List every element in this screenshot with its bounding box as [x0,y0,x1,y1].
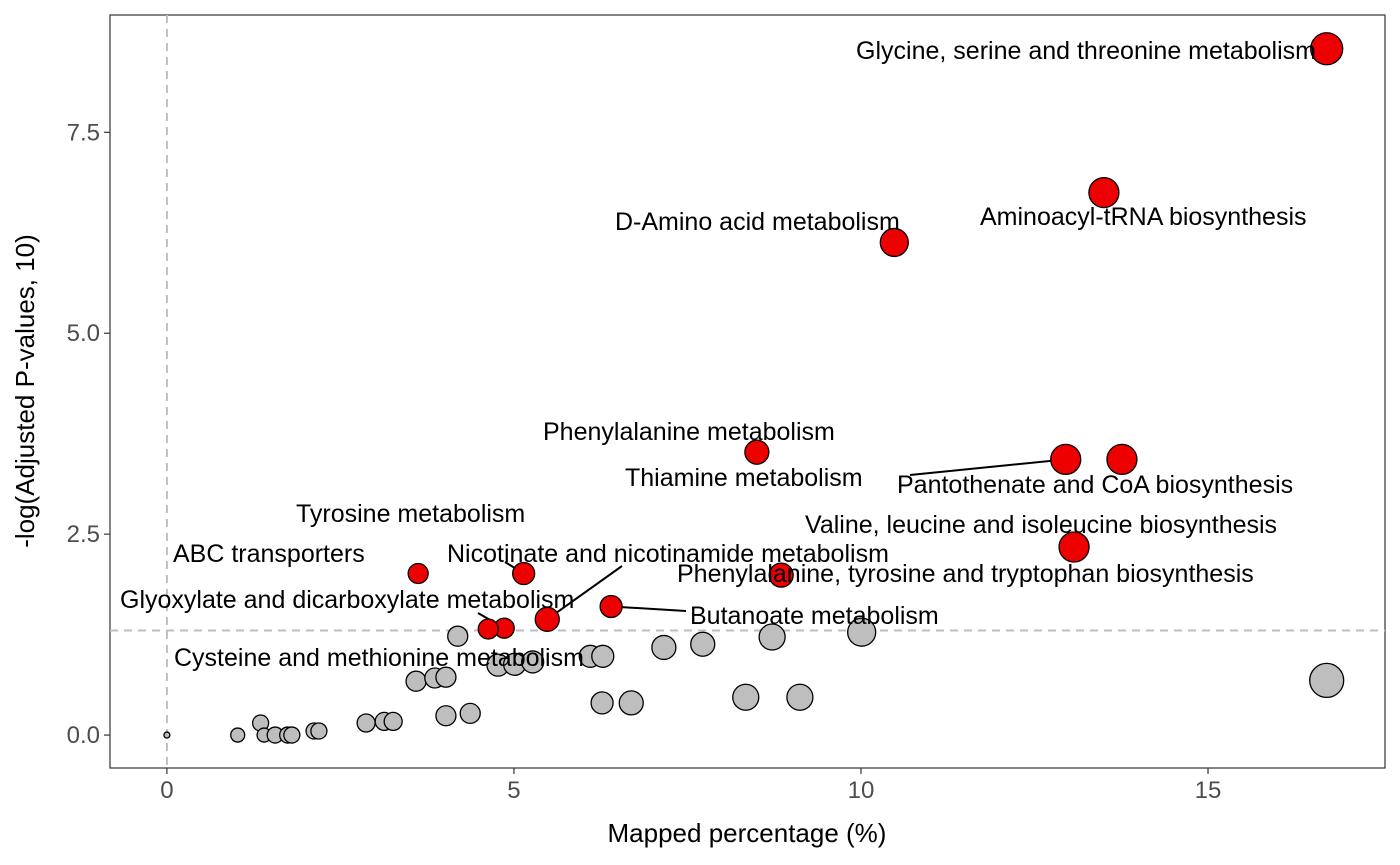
significant-point [512,561,536,586]
nonsignificant-point [230,727,246,743]
pathway-label: Cysteine and methionine metabolism [174,644,584,672]
y-tick-label: 2.5 [67,521,100,548]
nonsignificant-point [786,683,814,711]
pathway-label: ABC transporters [173,540,365,568]
nonsignificant-point [758,623,786,651]
significant-point [1088,176,1120,209]
x-tick-label: 10 [848,777,875,804]
nonsignificant-point [310,722,328,740]
nonsignificant-point [1309,662,1345,699]
nonsignificant-point [356,713,376,733]
nonsignificant-point [163,731,171,739]
significant-point [744,439,770,465]
significant-point [1310,32,1344,66]
significant-point [407,562,429,585]
significant-point [1106,443,1138,476]
nonsignificant-point [847,617,877,647]
nonsignificant-point [732,683,760,711]
nonsignificant-point [591,644,615,668]
pathway-label: Pantothenate and CoA biosynthesis [897,471,1293,499]
pathway-label: Tyrosine metabolism [296,500,525,528]
significant-point [768,562,794,588]
nonsignificant-point [435,666,457,688]
nonsignificant-point [447,625,469,647]
nonsignificant-point [618,690,644,716]
significant-point [477,618,499,640]
label-connector [546,565,623,621]
significant-point [1058,531,1090,563]
significant-point [879,227,909,258]
nonsignificant-point [383,711,403,732]
nonsignificant-point [521,650,545,674]
label-connector [909,458,1066,476]
x-tick-label: 0 [160,777,173,804]
pathway-label: Nicotinate and nicotinamide metabolism [447,540,889,568]
y-axis-title: -log(Adjusted P-values, 10) [10,234,40,548]
nonsignificant-point [690,631,716,657]
significant-point [1050,443,1082,476]
significant-point [534,606,560,632]
x-axis-title: Mapped percentage (%) [608,818,887,848]
pathway-label: D-Amino acid metabolism [615,208,900,236]
nonsignificant-point [590,691,614,715]
plot-panel [109,14,1386,769]
pathway-label: Phenylalanine, tyrosine and tryptophan b… [677,560,1254,588]
nonsignificant-point [283,726,301,744]
y-tick-label: 7.5 [67,119,100,146]
nonsignificant-point [459,702,481,725]
nonsignificant-point [405,670,427,692]
x-tick-label: 5 [507,777,520,804]
pathway-label: Aminoacyl-tRNA biosynthesis [980,203,1307,231]
pathway-label: Phenylalanine metabolism [543,418,835,446]
nonsignificant-point [651,634,677,661]
pathway-label: Thiamine metabolism [625,464,863,492]
pathway-label: Glycine, serine and threonine metabolism [856,37,1316,65]
significant-point [599,594,623,619]
pathway-label: Butanoate metabolism [690,602,939,630]
y-tick-label: 5.0 [67,320,100,347]
pathway-label: Valine, leucine and isoleucine biosynthe… [805,511,1277,539]
y-tick-label: 0.0 [67,722,100,749]
pathway-label: Glyoxylate and dicarboxylate metabolism [120,586,574,614]
nonsignificant-point [435,705,457,727]
x-tick-label: 15 [1195,777,1222,804]
label-connector [611,605,687,612]
